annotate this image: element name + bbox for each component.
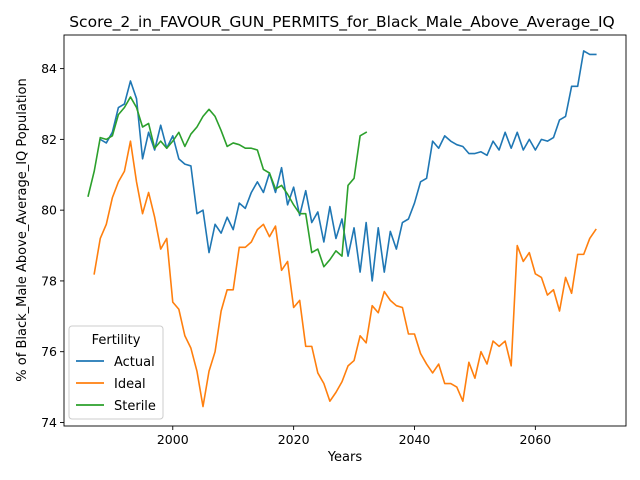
x-tick-label: 2060	[519, 432, 551, 447]
y-tick-label: 82	[41, 132, 57, 147]
legend: Fertility Actual Ideal Sterile	[68, 325, 164, 420]
legend-box	[68, 325, 164, 420]
series-line-sterile	[87, 96, 368, 268]
y-tick-label: 80	[41, 203, 57, 218]
plot-frame	[63, 34, 627, 427]
y-tick-label: 76	[41, 344, 57, 359]
x-tick-label: 2040	[399, 432, 431, 447]
y-tick-label: 78	[41, 273, 57, 288]
legend-label-actual: Actual	[114, 355, 155, 370]
series-line-actual	[99, 50, 597, 282]
x-axis: 2000 2020 2040 2060	[157, 426, 551, 447]
x-axis-label: Years	[327, 450, 363, 465]
x-tick-label: 2020	[278, 432, 310, 447]
y-tick-label: 84	[41, 61, 57, 76]
y-axis-label: % of Black_Male Above_Average_IQ Populat…	[15, 78, 30, 381]
y-tick-label: 74	[41, 415, 57, 430]
series-line-ideal	[93, 140, 597, 408]
series-layer	[87, 50, 597, 408]
legend-label-sterile: Sterile	[114, 399, 156, 414]
y-axis: 74 76 78 80 82 84	[41, 61, 64, 430]
chart-title: Score_2_in_FAVOUR_GUN_PERMITS_for_Black_…	[69, 13, 615, 32]
legend-title: Fertility	[92, 333, 141, 348]
x-tick-label: 2000	[157, 432, 189, 447]
legend-label-ideal: Ideal	[114, 377, 146, 392]
